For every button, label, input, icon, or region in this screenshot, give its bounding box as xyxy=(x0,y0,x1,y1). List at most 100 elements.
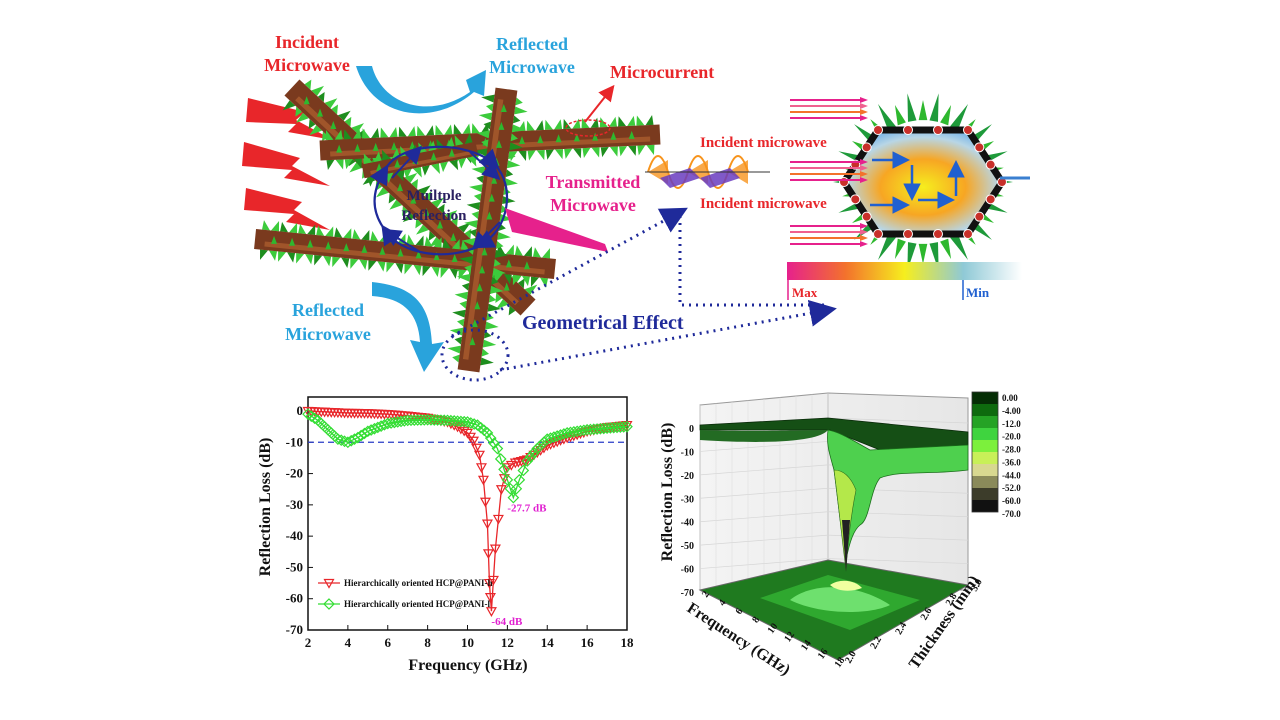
incident-lower-label: Incident microwave xyxy=(700,196,827,212)
transmitted-label-1: Transmitted xyxy=(546,172,641,192)
data-point xyxy=(528,446,540,459)
data-point xyxy=(541,433,554,446)
annotation-label: -64 dB xyxy=(491,616,523,628)
data-point xyxy=(335,434,348,447)
incident-label-1: Incident xyxy=(275,32,339,52)
x-tick-label: 6 xyxy=(385,635,392,650)
data-point xyxy=(534,439,547,452)
hex-bead xyxy=(903,125,913,135)
data-point xyxy=(564,426,577,439)
data-point xyxy=(621,420,633,433)
y-tick-label: -50 xyxy=(286,559,303,574)
data-point xyxy=(332,433,344,446)
z-tick-label: -30 xyxy=(681,494,694,505)
hex-bead xyxy=(873,125,883,135)
data-point xyxy=(475,463,487,474)
incident-microwave-arrows xyxy=(242,98,333,230)
data-point xyxy=(461,416,474,428)
data-point xyxy=(484,432,497,444)
data-point xyxy=(498,463,510,476)
data-point xyxy=(302,408,314,420)
thickness-tick-label: 3.0 xyxy=(969,577,985,593)
data-point xyxy=(488,437,500,450)
z-tick-label: -40 xyxy=(681,518,694,529)
hex-bead xyxy=(985,194,996,205)
colorbar-label: -52.0 xyxy=(1002,483,1021,493)
surface-sheet xyxy=(699,417,969,572)
hex-bead xyxy=(974,211,985,222)
transmitted-label-2: Microwave xyxy=(550,195,636,215)
data-point xyxy=(479,497,491,508)
absorption-mechanism-schematic: Muiltple Reflection xyxy=(242,32,1030,382)
microcurrent xyxy=(565,84,615,137)
colorbar-label: -28.0 xyxy=(1002,445,1021,455)
data-point xyxy=(489,544,501,555)
y-tick-label: -60 xyxy=(286,591,303,606)
hex-spike xyxy=(940,238,952,260)
z-gridline xyxy=(827,558,969,564)
data-point xyxy=(531,442,544,455)
colorbar-label: -70.0 xyxy=(1002,509,1021,519)
reflected-bottom-label-1: Reflected xyxy=(292,300,364,320)
colorbar-label: -60.0 xyxy=(1002,496,1021,506)
data-point xyxy=(484,593,496,603)
thickness-tick-label: 2.8 xyxy=(944,592,960,608)
data-point xyxy=(388,416,401,429)
data-point xyxy=(517,464,530,477)
series-2 xyxy=(302,408,633,504)
colorbar-label: -12.0 xyxy=(1002,419,1021,429)
reflected-top-label-2: Microwave xyxy=(489,57,575,77)
data-point xyxy=(544,432,557,444)
data-point xyxy=(495,485,507,495)
hex-bead xyxy=(933,125,943,135)
rod-3 xyxy=(254,220,556,288)
hex-spike xyxy=(907,93,917,122)
hex-bead xyxy=(963,125,973,135)
x-tick-label: 8 xyxy=(424,635,431,650)
hex-spike xyxy=(929,93,939,122)
hex-spike xyxy=(878,233,896,260)
hex-bead xyxy=(839,177,849,187)
data-point xyxy=(501,463,513,474)
y-tick-label: 0 xyxy=(297,403,304,418)
geometrical-effect-connectors xyxy=(440,207,837,382)
reflected-microwave-arrows xyxy=(356,66,486,372)
x-axis-title: Frequency (GHz) xyxy=(408,657,527,674)
data-point xyxy=(391,416,404,428)
data-point xyxy=(554,429,567,441)
colorbar-label: -36.0 xyxy=(1002,457,1021,467)
hex-spike xyxy=(918,100,928,121)
data-point xyxy=(512,457,524,468)
incident-label-2: Microwave xyxy=(264,55,350,75)
data-point xyxy=(385,417,397,429)
multiple-reflection-label-1: Muiltple xyxy=(407,188,462,204)
colorbar-frame xyxy=(971,391,999,513)
multiple-reflection-label-2: Reflection xyxy=(402,208,468,224)
colorbar-swatch xyxy=(972,416,998,428)
legend-marker xyxy=(323,598,335,610)
x-tick-label: 4 xyxy=(345,635,352,650)
data-point xyxy=(507,491,520,504)
hexagonal-particle xyxy=(790,93,1030,271)
microwave-wave-icon xyxy=(645,155,770,189)
z-tick-label: -70 xyxy=(681,588,694,599)
x-tick-label: 2 xyxy=(305,635,312,650)
hex-spike xyxy=(950,233,968,260)
z-tick-label: 0 xyxy=(689,424,694,435)
hex-bead xyxy=(963,229,973,239)
data-point xyxy=(521,455,534,467)
data-point xyxy=(378,418,391,431)
z-tick-label: -10 xyxy=(681,447,694,458)
colorbar-swatch xyxy=(972,440,998,452)
data-point xyxy=(481,519,493,530)
data-point xyxy=(494,453,507,465)
colorbar-swatch xyxy=(972,404,998,416)
data-point xyxy=(473,450,485,461)
data-point xyxy=(513,473,526,486)
hex-bead xyxy=(850,194,861,205)
data-point xyxy=(491,442,504,455)
data-point xyxy=(477,475,489,486)
data-point xyxy=(524,451,537,463)
data-point xyxy=(308,412,321,425)
